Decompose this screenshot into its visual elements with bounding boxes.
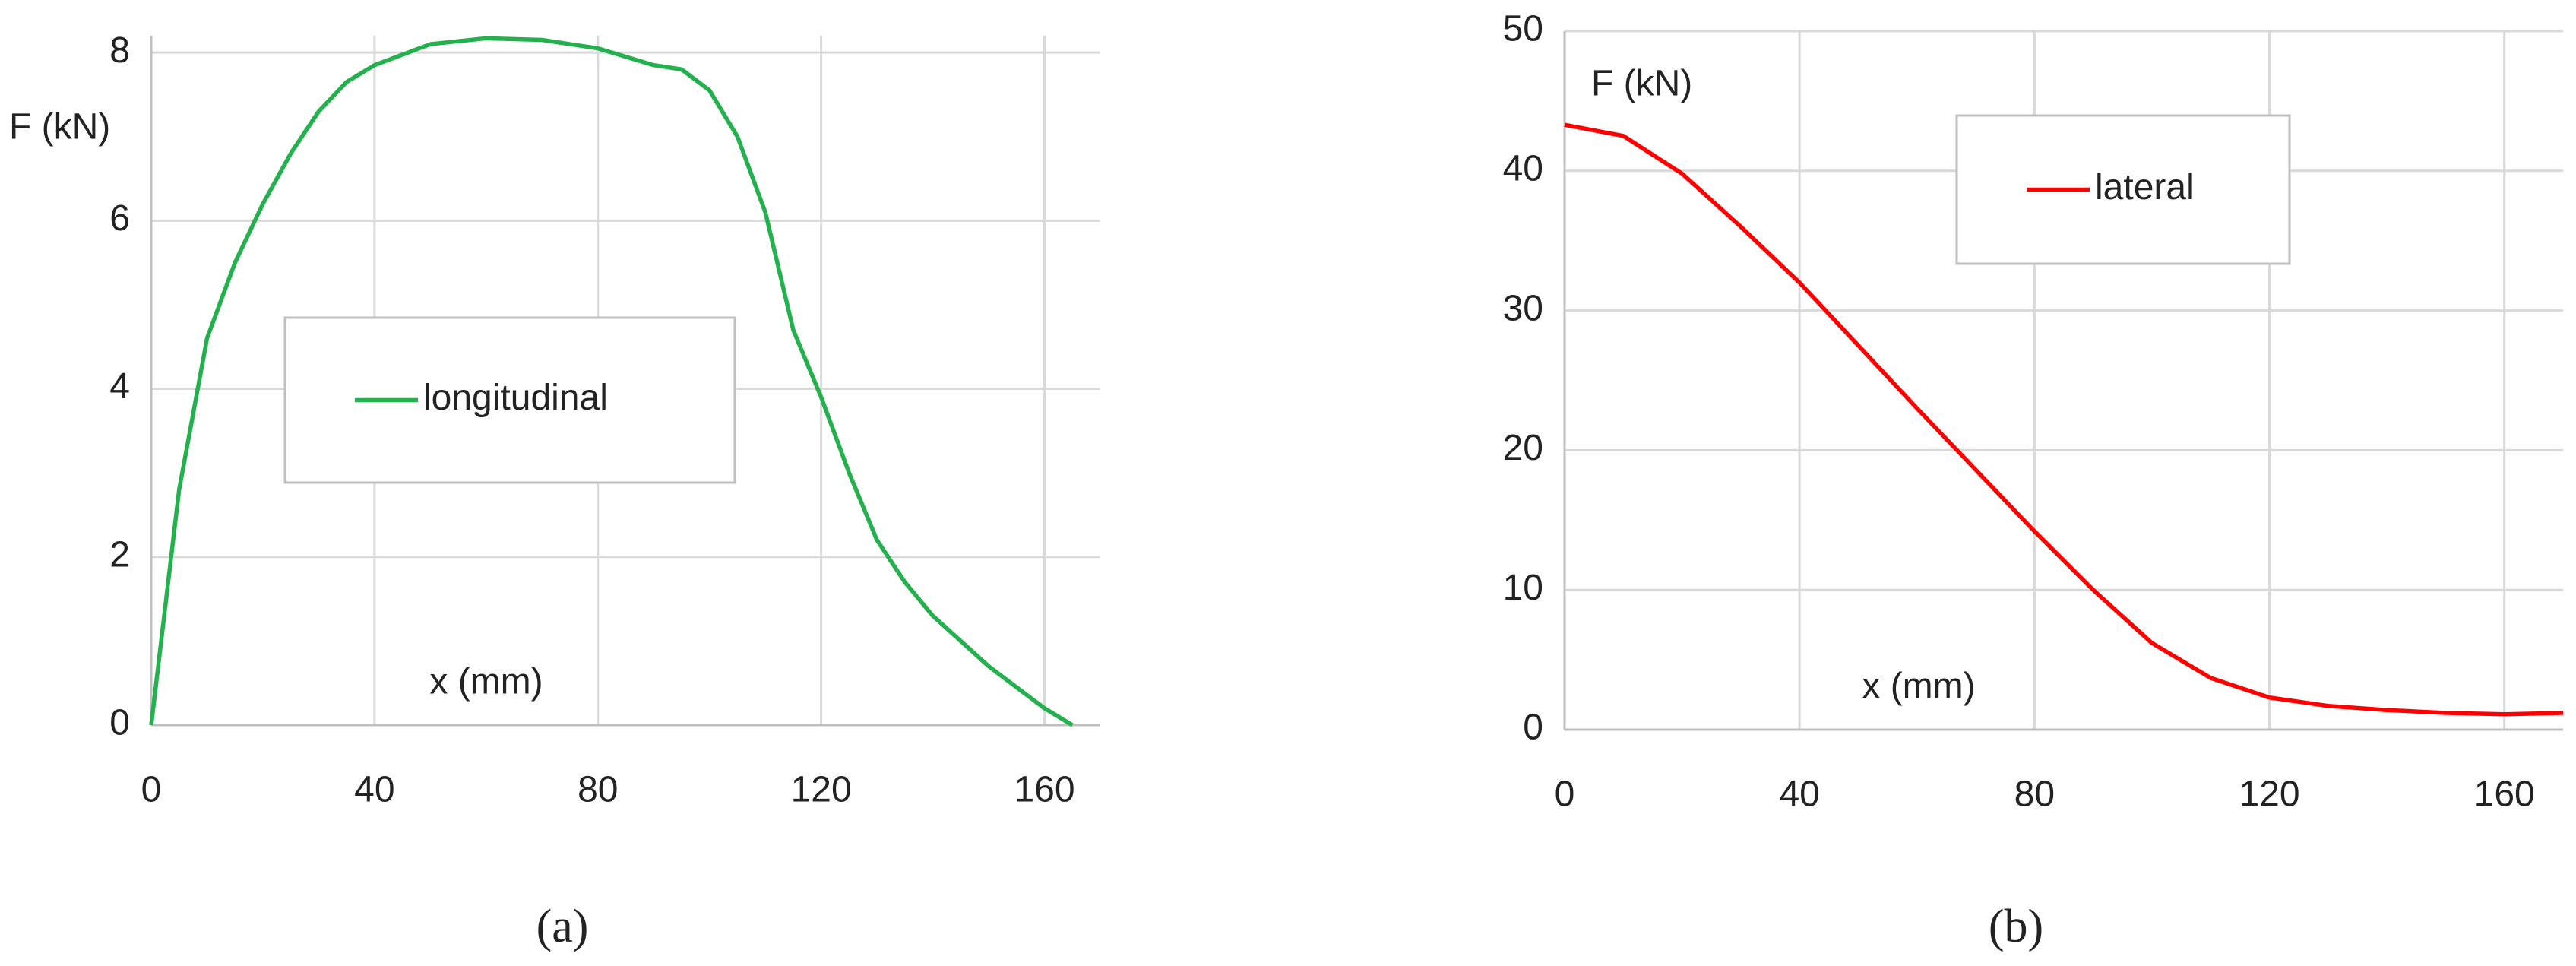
x-axis-label: x (mm) (1862, 667, 1975, 707)
y-tick-label: 2 (109, 534, 130, 575)
data-line (149, 36, 1074, 727)
x-axis-label: x (mm) (429, 662, 543, 702)
y-tick-label: 8 (109, 30, 130, 71)
x-tick-label: 120 (2239, 774, 2299, 815)
caption: (b) (1989, 901, 2043, 952)
x-tick-label: 160 (2474, 774, 2535, 815)
legend-label: longitudinal (423, 378, 608, 418)
x-tick-label: 0 (141, 770, 162, 810)
y-tick-label: 10 (1503, 568, 1543, 608)
y-tick-label: 50 (1503, 9, 1543, 49)
x-tick-label: 80 (2014, 774, 2055, 815)
x-tick-label: 40 (1779, 774, 1819, 815)
caption: (a) (536, 901, 589, 952)
y-tick-label: 40 (1503, 148, 1543, 188)
x-tick-label: 160 (1014, 770, 1074, 810)
y-tick-label: 0 (1523, 708, 1543, 748)
y-axis-label: F (kN) (1591, 64, 1692, 104)
legend-label: lateral (2095, 167, 2195, 207)
data-line (1564, 122, 2564, 717)
y-tick-label: 4 (109, 366, 130, 407)
legend-box (1955, 114, 2291, 265)
x-tick-label: 40 (354, 770, 394, 810)
y-tick-label: 30 (1503, 288, 1543, 328)
y-axis-label: F (kN) (9, 107, 110, 147)
y-tick-label: 0 (109, 703, 130, 743)
y-tick-label: 6 (109, 198, 130, 239)
x-tick-label: 80 (578, 770, 618, 810)
y-tick-label: 20 (1503, 428, 1543, 468)
x-tick-label: 120 (791, 770, 852, 810)
x-tick-label: 0 (1555, 774, 1575, 815)
